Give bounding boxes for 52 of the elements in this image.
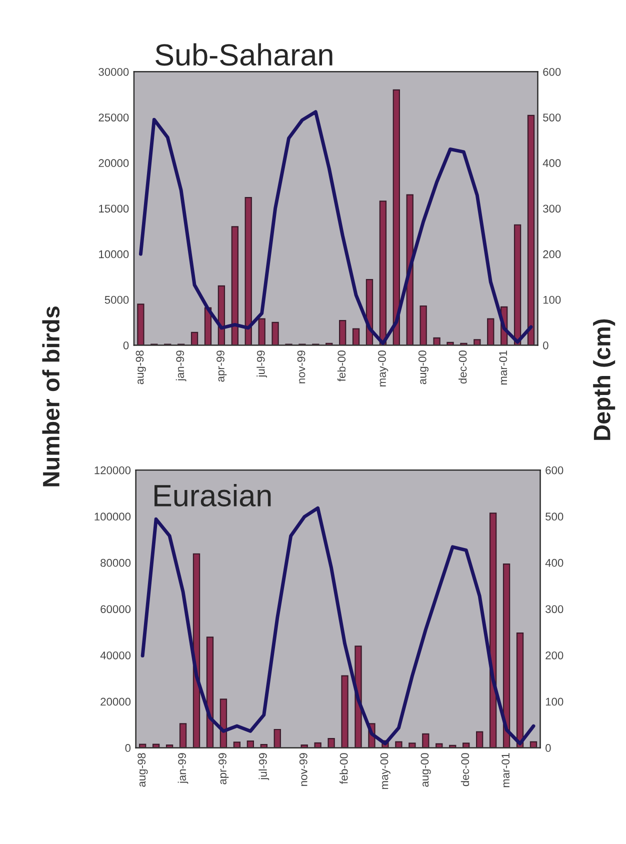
x-tick-label: apr-99 <box>218 753 229 784</box>
y-tick-label: 100000 <box>94 512 131 521</box>
y2-tick-label: 100 <box>543 296 561 304</box>
y2-tick-label: 300 <box>546 605 564 614</box>
y-tick-label: 20000 <box>100 698 131 706</box>
x-tick-label: feb-00 <box>340 753 348 784</box>
y-tick-label: 10000 <box>99 250 129 258</box>
y2-tick-label: 300 <box>543 204 561 213</box>
x-tick-label: jul-99 <box>258 753 270 780</box>
y2-tick-label: 200 <box>543 250 561 258</box>
x-tick-label: nov-99 <box>299 753 308 786</box>
x-tick-label: mar-01 <box>502 753 510 788</box>
x-tick-label: aug-00 <box>418 350 429 384</box>
x-tick-label: aug-00 <box>420 753 431 787</box>
y2-tick-label: 100 <box>546 698 564 706</box>
y2-tick-label: 500 <box>543 114 561 122</box>
chart-title: Sub-Saharan <box>156 43 332 66</box>
x-tick-label: dec-00 <box>458 350 467 384</box>
y-tick-label: 25000 <box>98 114 129 122</box>
y2-axis-title: Depth (cm) <box>593 319 616 440</box>
y2-tick-label: 200 <box>546 651 564 660</box>
y-axis-title: Number of birds <box>42 306 60 486</box>
y-tick-label: 0 <box>123 341 129 350</box>
y-tick-label: 60000 <box>100 605 131 614</box>
y-tick-label: 30000 <box>98 68 129 76</box>
y-tick-label: 5000 <box>104 296 129 304</box>
x-tick-label: aug-98 <box>138 753 148 787</box>
y2-tick-label: 400 <box>542 159 561 168</box>
x-tick-label: may-00 <box>380 753 390 789</box>
y2-tick-label: 400 <box>545 558 564 567</box>
y2-tick-label: 600 <box>546 466 564 474</box>
x-tick-label: jul-99 <box>256 350 268 378</box>
x-tick-label: nov-99 <box>297 350 306 384</box>
y-tick-label: 40000 <box>100 651 131 660</box>
x-tick-label: jan-99 <box>176 350 186 382</box>
y2-tick-label: 500 <box>546 512 564 521</box>
x-tick-label: feb-00 <box>337 350 346 382</box>
y-tick-label: 80000 <box>100 558 131 567</box>
x-tick-label: dec-00 <box>460 753 470 786</box>
y-tick-label: 0 <box>125 744 131 752</box>
x-tick-label: apr-99 <box>216 350 227 382</box>
y-tick-label: 120000 <box>94 466 131 474</box>
y2-tick-label: 0 <box>543 341 548 350</box>
y2-tick-label: 600 <box>543 68 561 76</box>
x-tick-label: mar-01 <box>499 350 508 385</box>
y2-tick-label: 0 <box>546 744 551 752</box>
x-tick-label: may-00 <box>378 350 388 386</box>
x-tick-label: jan-99 <box>178 753 188 784</box>
x-tick-label: aug-98 <box>136 350 146 384</box>
y-tick-label: 20000 <box>98 159 129 168</box>
y-tick-label: 15000 <box>99 204 129 213</box>
chart-title: Eurasian <box>154 484 271 507</box>
